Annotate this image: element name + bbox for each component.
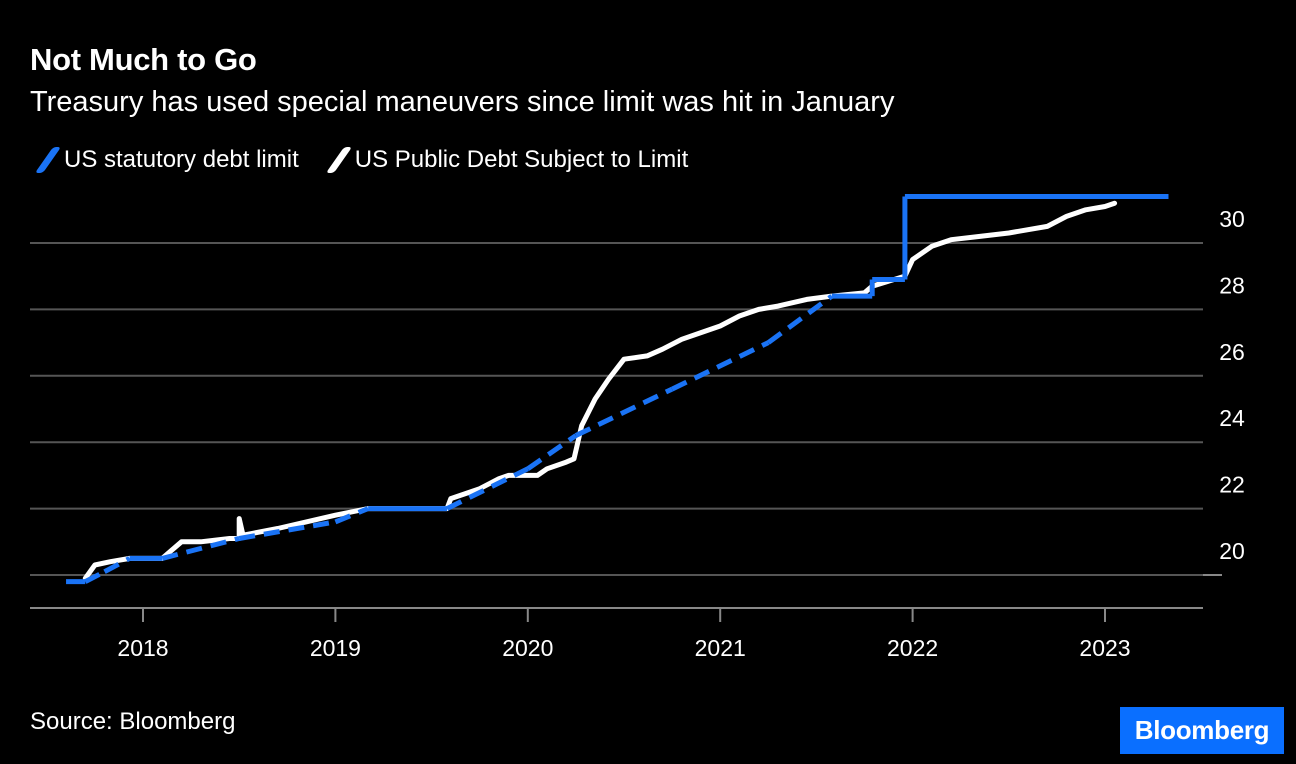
series-segment-debt-limit-dashed [334,506,370,525]
series-segment-debt-limit-dashed [574,386,674,438]
series-segment-debt-limit-dashed [766,294,834,345]
series-segment-debt-limit-dashed [84,569,106,584]
x-tick-label: 2020 [502,635,553,661]
x-tick-label: 2021 [695,635,746,661]
bloomberg-logo: Bloomberg [1120,707,1284,754]
legend-item-public-debt: US Public Debt Subject to Limit [321,146,688,174]
series-segment-debt-limit-dashed [238,519,336,541]
series-line-public-debt [82,200,1118,581]
y-tick-label: 22 [1219,472,1245,498]
y-tick-label: 26 [1219,339,1245,365]
series-segment-debt-limit-dashed [161,536,240,561]
chart-subtitle: Treasury has used special maneuvers sinc… [30,86,895,118]
legend-label: US statutory debt limit [64,146,299,173]
legend-label: US Public Debt Subject to Limit [354,146,689,173]
series-segment-debt-limit-dashed [445,466,529,511]
x-tick-label: 2018 [117,635,168,661]
legend: US statutory debt limit US Public Debt S… [30,146,710,174]
series-segment-debt-limit-dashed [526,433,578,471]
legend-item-debt-limit: US statutory debt limit [30,146,299,174]
y-tick-label: 20 [1219,538,1245,564]
x-tick-label: 2022 [887,635,938,661]
chart-title: Not Much to Go [30,42,257,77]
series-segment-debt-limit-dashed [103,556,131,574]
series-segment-debt-limit-dashed [671,340,770,392]
source-note: Source: Bloomberg [30,708,236,735]
x-tick-label: 2023 [1079,635,1130,661]
x-tick-label: 2019 [310,635,361,661]
y-tick-label: 24 [1219,405,1245,431]
y-tick-label: 28 [1219,272,1245,298]
y-tick-label: 30 [1219,206,1245,232]
